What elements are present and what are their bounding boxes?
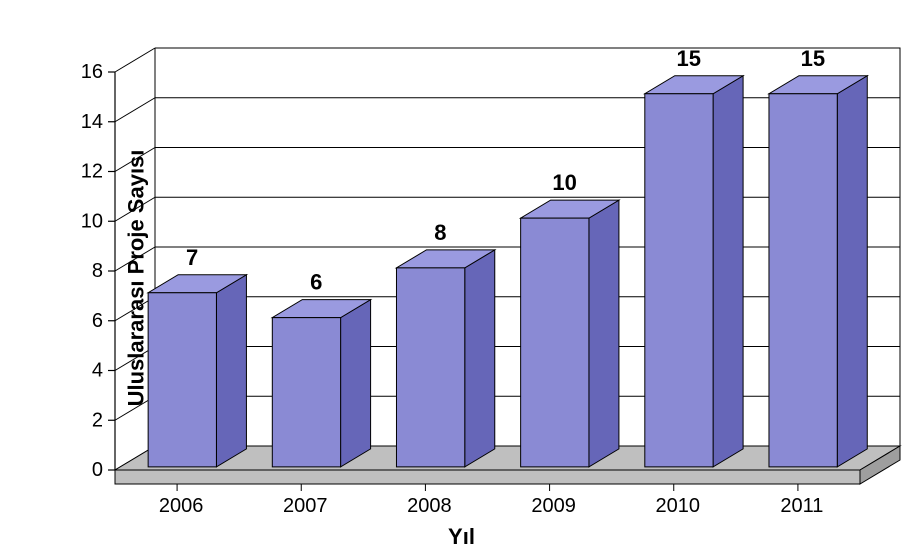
chart-container: Uluslararası Proje Sayısı Yıl 0 2 4 6 8 10 12 1… xyxy=(0,0,923,556)
y-tick-label: 16 xyxy=(81,61,103,83)
bar-value-label: 6 xyxy=(310,270,322,295)
y-tick-label: 10 xyxy=(81,210,103,232)
bar-value-label: 8 xyxy=(434,220,446,245)
y-tick-label: 8 xyxy=(92,260,103,282)
y-tick-label: 2 xyxy=(92,409,103,431)
bar-side xyxy=(837,76,867,467)
bars xyxy=(148,76,867,467)
bar-side xyxy=(465,250,495,467)
x-tick-labels: 2006 2007 2008 2009 2010 2011 xyxy=(159,484,824,517)
x-tick-label: 2007 xyxy=(283,495,328,517)
bar-front xyxy=(396,268,464,467)
bar-front xyxy=(645,94,713,467)
x-tick-label: 2008 xyxy=(407,495,452,517)
y-tick-label: 0 xyxy=(92,459,103,481)
bar-value-label: 15 xyxy=(677,46,701,71)
bar-side xyxy=(341,300,371,467)
bar-front xyxy=(148,293,216,467)
x-axis-label: Yıl xyxy=(448,524,475,550)
bar-value-label: 15 xyxy=(801,46,825,71)
y-tick-label: 14 xyxy=(81,111,103,133)
bar-value-label: 7 xyxy=(186,245,198,270)
x-tick-label: 2010 xyxy=(656,495,701,517)
bar-front xyxy=(521,218,589,467)
bar-front xyxy=(272,318,340,467)
y-tick-label: 12 xyxy=(81,161,103,183)
x-tick-label: 2009 xyxy=(531,495,576,517)
bar-front xyxy=(769,94,837,467)
bar-value-label: 10 xyxy=(552,170,576,195)
x-tick-label: 2006 xyxy=(159,495,204,517)
bar-side xyxy=(713,76,743,467)
x-tick-label: 2011 xyxy=(780,495,823,517)
y-axis: 0 2 4 6 8 10 12 14 16 xyxy=(81,61,115,481)
bar-side xyxy=(216,275,246,467)
y-axis-label: Uluslararası Proje Sayısı xyxy=(123,150,149,407)
y-tick-label: 6 xyxy=(92,310,103,332)
bar-side xyxy=(589,200,619,467)
y-tick-label: 4 xyxy=(92,360,103,382)
